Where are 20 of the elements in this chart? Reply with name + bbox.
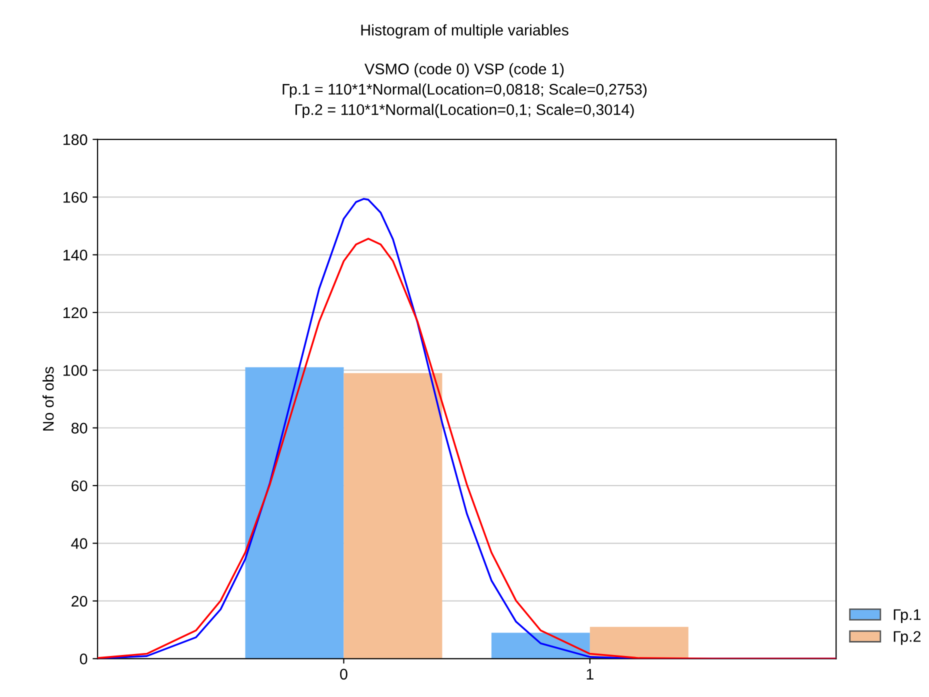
x-tick-label: 1 <box>586 668 594 680</box>
y-tick-label: 40 <box>71 538 88 549</box>
y-tick-label: 140 <box>64 250 88 260</box>
y-tick-label: 180 <box>64 134 88 146</box>
y-tick-label: 160 <box>64 192 88 203</box>
y-tick-label: 120 <box>64 307 88 318</box>
y-tick-label: 20 <box>72 596 88 607</box>
y-tick-label: 80 <box>71 422 88 434</box>
y-tick-label: 100 <box>64 365 88 376</box>
y-axis-title: No of obs <box>42 366 54 430</box>
bar <box>491 632 590 659</box>
y-tick-label: 60 <box>72 480 88 492</box>
bar <box>590 626 688 659</box>
bar <box>245 367 344 659</box>
chart-title: Histogram of multiple variables <box>361 24 568 38</box>
y-tick-label: 0 <box>80 654 88 664</box>
legend-label: Гр.2 <box>894 631 921 645</box>
chart-subtitle: VSMO (code 0) VSP (code 1) Гр.1 = 110*1*Normal(Location=0,0818; Scale=0,2753) Гр.2 = 110*1*Normal(Location=0,1; Scale=0,3014) <box>282 63 647 118</box>
legend-label: Гр.1 <box>894 609 921 624</box>
bar <box>344 373 442 659</box>
